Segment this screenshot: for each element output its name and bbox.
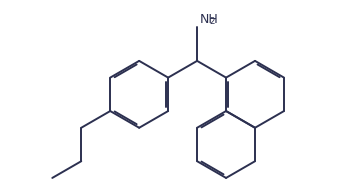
Text: 2: 2: [210, 17, 215, 26]
Text: NH: NH: [200, 13, 219, 26]
